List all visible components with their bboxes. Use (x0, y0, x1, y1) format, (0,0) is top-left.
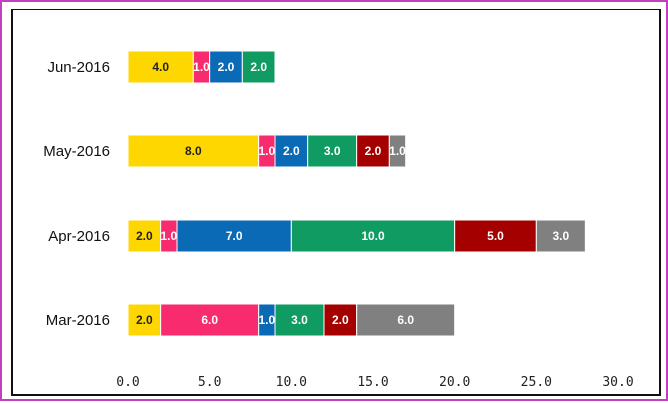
data-label-apr-2016-series-6: 3.0 (552, 229, 569, 243)
category-label-mar-2016: Mar-2016 (46, 312, 110, 329)
data-label-jun-2016-series-3: 2.0 (218, 60, 235, 74)
bar-segment-may-2016-series-6 (388, 134, 407, 168)
bar-segment-may-2016-series-3 (274, 134, 309, 168)
data-label-apr-2016-series-5: 5.0 (487, 229, 504, 243)
bar-segment-jun-2016-series-1 (127, 50, 194, 84)
bar-segment-mar-2016-series-4 (274, 303, 325, 337)
x-tick-label: 15.0 (357, 375, 388, 390)
data-label-mar-2016-series-1: 2.0 (136, 313, 153, 327)
data-label-jun-2016-series-2: 1.0 (193, 60, 210, 74)
x-tick-label: 10.0 (276, 375, 307, 390)
bar-segment-mar-2016-series-5 (323, 303, 358, 337)
bars-layer: 4.0 1.0 2.0 2.0 8.0 1.0 2.0 3.0 2.0 1.0 2.0 1.0 7.0 1… (127, 50, 586, 337)
bar-segment-jun-2016-series-3 (209, 50, 243, 84)
data-label-may-2016-series-3: 2.0 (283, 144, 300, 158)
bar-segment-apr-2016-series-1 (127, 219, 162, 253)
data-label-apr-2016-series-1: 2.0 (136, 229, 153, 243)
x-tick-label: 20.0 (439, 375, 470, 390)
bar-segment-jun-2016-series-4 (241, 50, 276, 84)
data-label-mar-2016-series-2: 6.0 (201, 313, 218, 327)
data-label-apr-2016-series-3: 7.0 (226, 229, 243, 243)
data-label-mar-2016-series-4: 3.0 (291, 313, 308, 327)
bar-segment-apr-2016-series-6 (535, 219, 586, 253)
data-label-mar-2016-series-5: 2.0 (332, 313, 349, 327)
category-label-jun-2016: Jun-2016 (47, 59, 110, 76)
data-label-may-2016-series-1: 8.0 (185, 144, 202, 158)
x-tick-label: 5.0 (198, 375, 221, 390)
category-label-apr-2016: Apr-2016 (48, 228, 110, 245)
data-label-jun-2016-series-4: 2.0 (250, 60, 267, 74)
data-label-may-2016-series-4: 3.0 (324, 144, 341, 158)
data-label-mar-2016-series-6: 6.0 (397, 313, 414, 327)
x-tick-label: 30.0 (602, 375, 633, 390)
data-label-apr-2016-series-2: 1.0 (160, 229, 177, 243)
x-tick-label: 0.0 (116, 375, 139, 390)
bar-segment-mar-2016-series-2 (160, 303, 260, 337)
data-label-apr-2016-series-4: 10.0 (361, 229, 385, 243)
bar-segment-apr-2016-series-4 (290, 219, 456, 253)
x-tick-label: 25.0 (521, 375, 552, 390)
category-labels: Jun-2016 May-2016 Apr-2016 Mar-2016 (43, 59, 110, 329)
bar-segment-may-2016-series-5 (356, 134, 390, 168)
bar-segment-mar-2016-series-6 (356, 303, 456, 337)
data-label-may-2016-series-6: 1.0 (389, 144, 406, 158)
bar-segment-may-2016-series-1 (127, 134, 260, 168)
category-label-may-2016: May-2016 (43, 143, 110, 160)
data-label-may-2016-series-5: 2.0 (365, 144, 382, 158)
bar-segment-apr-2016-series-3 (176, 219, 292, 253)
chart-area-border (11, 9, 661, 396)
x-axis-tick-labels: 0.0 5.0 10.0 15.0 20.0 25.0 30.0 (116, 375, 633, 390)
data-label-may-2016-series-2: 1.0 (258, 144, 275, 158)
data-label-jun-2016-series-1: 4.0 (152, 60, 169, 74)
data-label-mar-2016-series-3: 1.0 (258, 313, 275, 327)
